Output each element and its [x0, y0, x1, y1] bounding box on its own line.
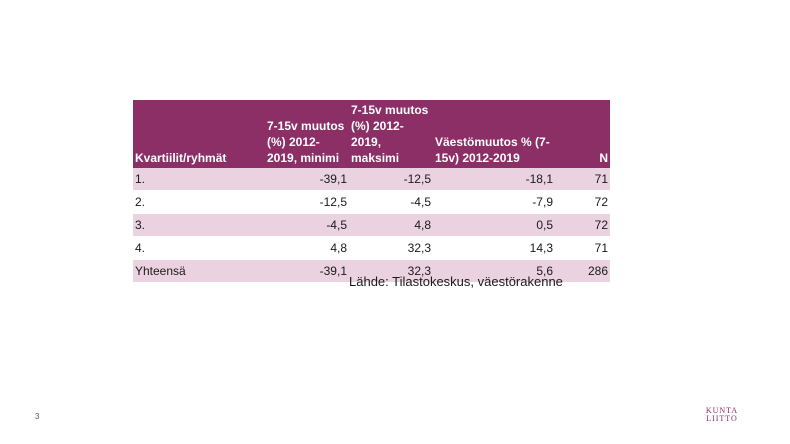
- cell-min: 4,8: [265, 236, 349, 260]
- cell-max: -4,5: [349, 190, 433, 214]
- cell-population: 5,6: [433, 259, 555, 283]
- header-min-change: 7-15v muutos (%) 2012-2019, minimi: [265, 100, 349, 168]
- cell-min: -4,5: [265, 213, 349, 237]
- cell-population: -18,1: [433, 168, 555, 191]
- header-n: N: [555, 100, 610, 168]
- cell-n: 72: [555, 213, 610, 237]
- cell-population: -7,9: [433, 190, 555, 214]
- cell-n: 72: [555, 190, 610, 214]
- header-population-change: Väestömuutos % (7-15v) 2012-2019: [433, 100, 555, 168]
- cell-group: Yhteensä: [133, 259, 265, 283]
- cell-n: 71: [555, 168, 610, 191]
- table-header-row: Kvartiilit/ryhmät 7-15v muutos (%) 2012-…: [133, 100, 610, 168]
- cell-group: 3.: [133, 213, 265, 237]
- cell-max: 32,3: [349, 236, 433, 260]
- kuntaliitto-logo: KUNTA LIITTO: [700, 407, 744, 423]
- data-table: Kvartiilit/ryhmät 7-15v muutos (%) 2012-…: [133, 100, 610, 283]
- table-row: 4. 4,8 32,3 14,3 71: [133, 236, 610, 260]
- table-row: 1. -39,1 -12,5 -18,1 71: [133, 168, 610, 191]
- source-note: Lähde: Tilastokeskus, väestörakenne: [349, 274, 563, 289]
- header-group: Kvartiilit/ryhmät: [133, 100, 265, 168]
- cell-min: -39,1: [265, 168, 349, 191]
- cell-min: -39,1: [265, 259, 349, 283]
- logo-line-2: LIITTO: [706, 414, 738, 423]
- cell-max: 32,3: [349, 259, 433, 283]
- cell-min: -12,5: [265, 190, 349, 214]
- cell-group: 4.: [133, 236, 265, 260]
- page-number: 3: [35, 412, 40, 421]
- table-row: 3. -4,5 4,8 0,5 72: [133, 213, 610, 237]
- cell-max: 4,8: [349, 213, 433, 237]
- table-row: 2. -12,5 -4,5 -7,9 72: [133, 190, 610, 214]
- cell-population: 0,5: [433, 213, 555, 237]
- cell-group: 2.: [133, 190, 265, 214]
- cell-n: 286: [555, 259, 610, 283]
- cell-population: 14,3: [433, 236, 555, 260]
- table-row-total: Yhteensä -39,1 32,3 5,6 286: [133, 259, 610, 283]
- cell-group: 1.: [133, 168, 265, 191]
- cell-n: 71: [555, 236, 610, 260]
- logo-line-1: KUNTA: [705, 406, 739, 415]
- header-max-change: 7-15v muutos (%) 2012-2019, maksimi: [349, 100, 433, 168]
- cell-max: -12,5: [349, 168, 433, 191]
